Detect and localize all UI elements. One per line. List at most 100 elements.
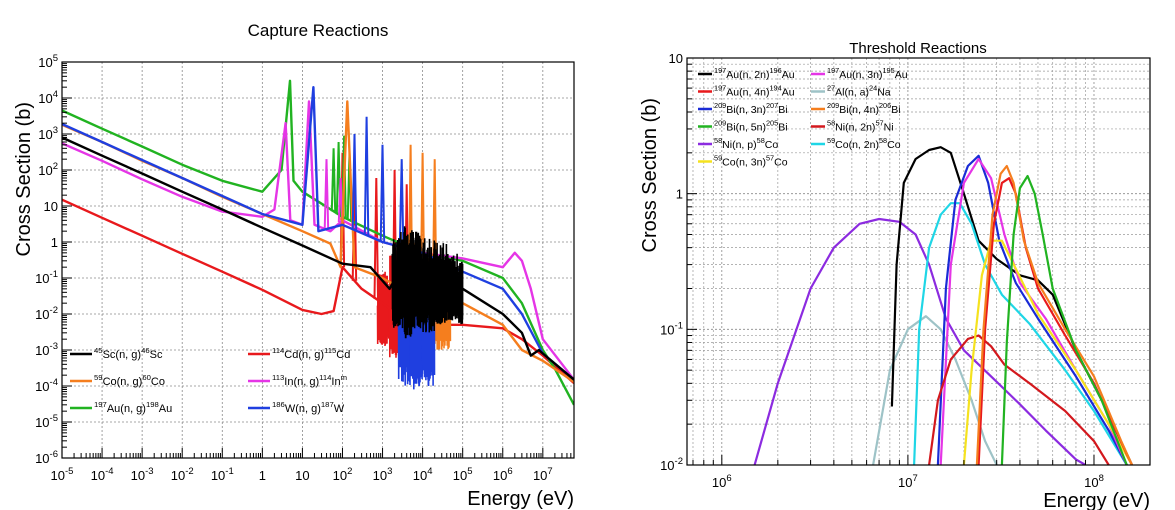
- legend-item-114cd-n-g-115cd: 114Cd(n, g)115Cd: [248, 346, 350, 361]
- series-58ni-n-2n-57ni: [928, 334, 1110, 465]
- legend-item-113in-n-g-114in-m: 113In(n, g)114Inm: [248, 373, 347, 388]
- resonance-peak: [363, 116, 370, 236]
- y-tick-label: 10-1: [35, 269, 58, 286]
- chart-title: Threshold Reactions: [849, 40, 987, 57]
- legend-label: 59Co(n, 3n)57Co: [714, 154, 788, 169]
- series-line: [1000, 174, 1128, 465]
- legend-label: 186W(n, g)187W: [272, 400, 345, 415]
- series-line: [753, 217, 1087, 465]
- plot-area: [753, 146, 1134, 465]
- legend-label: 27Al(n, a)24Na: [827, 84, 891, 99]
- capture-reactions-chart: Capture Reactions 10-5 10-4 10-3 10-2 10-1 1 10…: [13, 21, 575, 510]
- resonance-peak: [323, 159, 330, 230]
- legend-item-197au-n-4n-194au: 197Au(n, 4n)194Au: [698, 84, 795, 99]
- legend-item-58ni-n-p-58co: 58Ni(n, p)58Co: [698, 136, 778, 151]
- y-tick-label: 1: [676, 187, 683, 202]
- chart-title: Capture Reactions: [248, 21, 389, 40]
- legend-item-197au-n-g-198au: 197Au(n, g)198Au: [70, 400, 172, 415]
- legend-item-45sc-n-g-46sc: 45Sc(n, g)46Sc: [70, 346, 163, 361]
- legend-item-209bi-n-5n-205bi: 209Bi(n, 5n)205Bi: [698, 119, 788, 134]
- legend: 197Au(n, 2n)196Au 197Au(n, 3n)195Au 197Au(…: [698, 66, 908, 169]
- grid: [61, 61, 574, 459]
- x-tick-label: 10: [295, 468, 309, 483]
- y-tick-label: 10-2: [35, 305, 58, 322]
- x-tick-label: 108: [1084, 473, 1104, 490]
- x-tick-label: 10-2: [171, 466, 194, 483]
- y-axis-label: Cross Section (b): [639, 98, 661, 253]
- legend-label: 209Bi(n, 3n)207Bi: [714, 101, 788, 116]
- legend-item-59co-n-g-60co: 59Co(n, g)60Co: [70, 373, 165, 388]
- series-line: [62, 198, 574, 385]
- series-209bi-n-5n-205bi: [1000, 174, 1128, 465]
- y-tick-label: 10-2: [660, 456, 683, 473]
- plot-area: [62, 79, 574, 406]
- legend-item-27al-n-a-24na: 27Al(n, a)24Na: [811, 84, 891, 99]
- legend-label: 59Co(n, g)60Co: [94, 373, 165, 388]
- resonance-band: [433, 242, 448, 325]
- ticks: [687, 57, 1151, 466]
- x-tick-label: 1: [259, 468, 266, 483]
- resonance-peak: [351, 133, 358, 231]
- threshold-reactions-chart: Threshold Reactions 106 107 108 10-2 10-1 1 10 E…: [639, 40, 1151, 510]
- series-line: [62, 100, 574, 381]
- legend-item-209bi-n-3n-207bi: 209Bi(n, 3n)207Bi: [698, 101, 788, 116]
- series-line: [62, 86, 574, 381]
- resonance-band: [412, 231, 424, 329]
- y-tick-label: 10-6: [35, 449, 58, 466]
- resonance-band: [421, 238, 436, 333]
- legend-label: 197Au(n, 4n)194Au: [714, 84, 795, 99]
- resonance-band: [458, 261, 464, 325]
- legend-label: 113In(n, g)114Inm: [272, 373, 347, 388]
- legend-label: 197Au(n, 3n)195Au: [827, 66, 908, 81]
- y-tick-label: 103: [38, 125, 58, 142]
- legend-label: 58Ni(n, 2n)57Ni: [827, 119, 894, 134]
- y-tick-label: 10: [44, 199, 58, 214]
- y-axis-label: Cross Section (b): [13, 102, 35, 257]
- x-tick-label: 106: [712, 473, 732, 490]
- legend: 45Sc(n, g)46Sc 114Cd(n, g)115Cd 59Co(n, g)…: [70, 346, 350, 415]
- resonance-peak: [373, 177, 379, 299]
- resonance-peak: [398, 159, 405, 248]
- series-line: [962, 239, 1133, 465]
- series-line: [975, 164, 1134, 465]
- x-tick-label: 10-3: [131, 466, 154, 483]
- legend-label: 114Cd(n, g)115Cd: [272, 346, 350, 361]
- y-tick-label: 10-1: [660, 320, 683, 337]
- resonance-peak: [330, 148, 337, 212]
- y-tick-label: 102: [38, 161, 58, 178]
- x-tick-label: 102: [333, 466, 353, 483]
- series-line: [62, 136, 574, 381]
- grid: [687, 57, 1150, 466]
- legend-item-59co-n-2n-58co: 59Co(n, 2n)58Co: [811, 136, 901, 151]
- legend-item-58ni-n-2n-57ni: 58Ni(n, 2n)57Ni: [811, 119, 894, 134]
- x-tick-label: 10-1: [211, 466, 234, 483]
- x-axis-label: Energy (eV): [467, 488, 574, 510]
- ticks: [61, 61, 575, 459]
- series-209bi-n-4n-206bi: [975, 164, 1134, 465]
- y-tick-label: 104: [38, 89, 58, 106]
- legend-item-197au-n-2n-196au: 197Au(n, 2n)196Au: [698, 66, 795, 81]
- legend-item-59co-n-3n-57co: 59Co(n, 3n)57Co: [698, 154, 788, 169]
- plot-frame: [686, 57, 1151, 466]
- y-tick-label: 10-4: [35, 377, 58, 394]
- series-59co-n-3n-57co: [962, 239, 1133, 465]
- x-axis-label: Energy (eV): [1043, 490, 1150, 510]
- legend-label: 209Bi(n, 5n)205Bi: [714, 119, 788, 134]
- legend-item-197au-n-3n-195au: 197Au(n, 3n)195Au: [811, 66, 908, 81]
- x-tick-label: 10-4: [91, 466, 114, 483]
- plot-frame: [61, 61, 575, 459]
- legend-label: 209Bi(n, 4n)206Bi: [827, 101, 901, 116]
- y-tick-label: 10-5: [35, 413, 58, 430]
- y-tick-label: 10-3: [35, 341, 58, 358]
- resonance-band: [376, 271, 391, 347]
- legend-item-209bi-n-4n-206bi: 209Bi(n, 4n)206Bi: [811, 101, 901, 116]
- series-line: [928, 334, 1110, 465]
- x-tick-label: 10-5: [51, 466, 74, 483]
- legend-item-186w-n-g-187w: 186W(n, g)187W: [248, 400, 345, 415]
- legend-label: 197Au(n, g)198Au: [94, 400, 172, 415]
- series-59co-n-2n-58co: [913, 202, 1128, 465]
- x-tick-label: 107: [898, 473, 918, 490]
- resonance-band: [403, 226, 415, 339]
- resonance-peak: [379, 144, 386, 243]
